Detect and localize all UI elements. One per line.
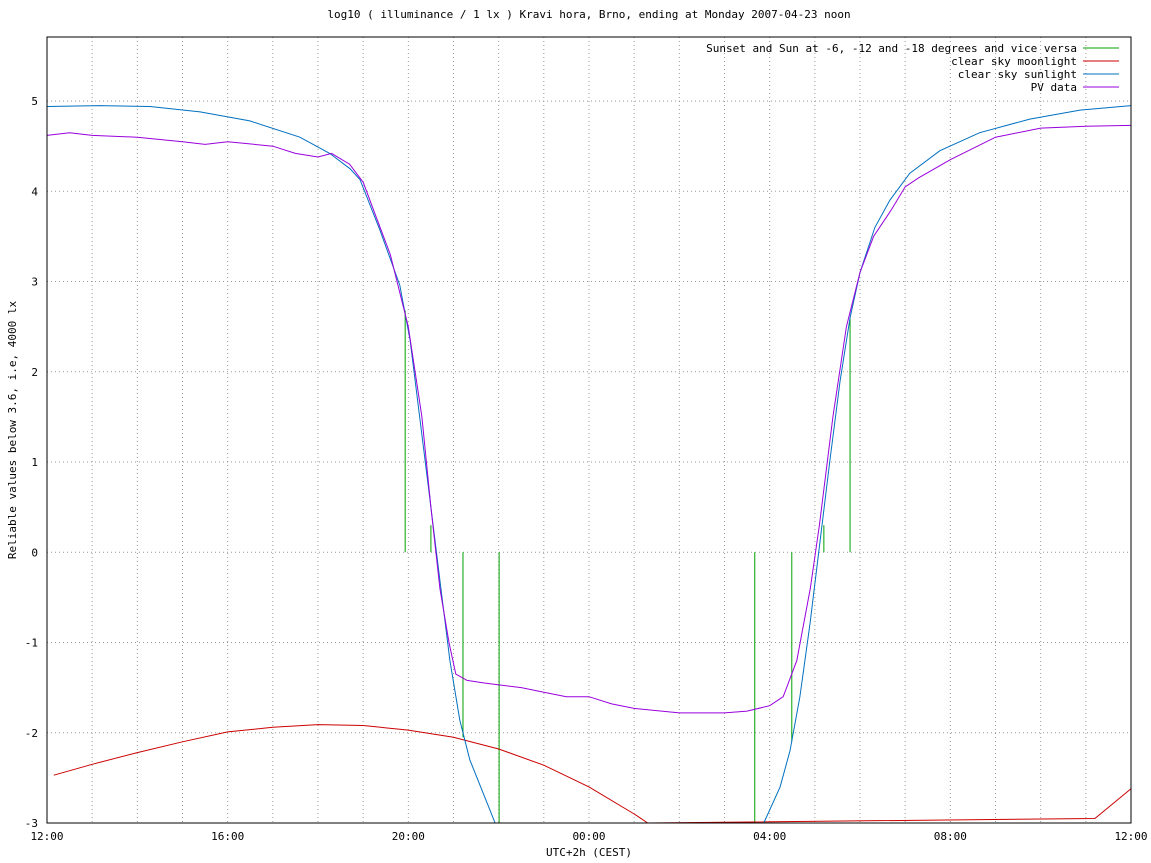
y-axis-label: Reliable values below 3.6, i.e, 4000 lx xyxy=(6,300,19,559)
y-tick-label: 5 xyxy=(31,95,38,108)
legend-label: PV data xyxy=(1031,81,1077,94)
x-axis-label: UTC+2h (CEST) xyxy=(546,846,632,859)
series-line xyxy=(53,724,1131,823)
x-tick-label: 08:00 xyxy=(934,830,967,843)
y-tick-label: 1 xyxy=(31,456,38,469)
chart-title: log10 ( illuminance / 1 lx ) Kravi hora,… xyxy=(327,8,850,21)
x-tick-label: 20:00 xyxy=(392,830,425,843)
series-line xyxy=(47,124,1131,714)
x-tick-label: 16:00 xyxy=(211,830,244,843)
legend-label: clear sky sunlight xyxy=(958,68,1077,81)
y-tick-label: 2 xyxy=(31,366,38,379)
y-tick-label: -1 xyxy=(25,637,38,650)
y-tick-label: 4 xyxy=(31,185,38,198)
legend-label: clear sky moonlight xyxy=(951,55,1077,68)
series-line xyxy=(47,105,1131,823)
plot-border xyxy=(46,36,1132,824)
y-tick-label: -2 xyxy=(25,727,38,740)
x-tick-label: 00:00 xyxy=(572,830,605,843)
x-tick-label: 12:00 xyxy=(30,830,63,843)
y-tick-label: 3 xyxy=(31,276,38,289)
y-tick-label: -3 xyxy=(25,817,38,830)
plot-area xyxy=(47,105,1131,823)
x-tick-label: 04:00 xyxy=(753,830,786,843)
legend-label: Sunset and Sun at -6, -12 and -18 degree… xyxy=(706,42,1077,55)
y-tick-label: 0 xyxy=(31,546,38,559)
x-tick-label: 12:00 xyxy=(1114,830,1147,843)
